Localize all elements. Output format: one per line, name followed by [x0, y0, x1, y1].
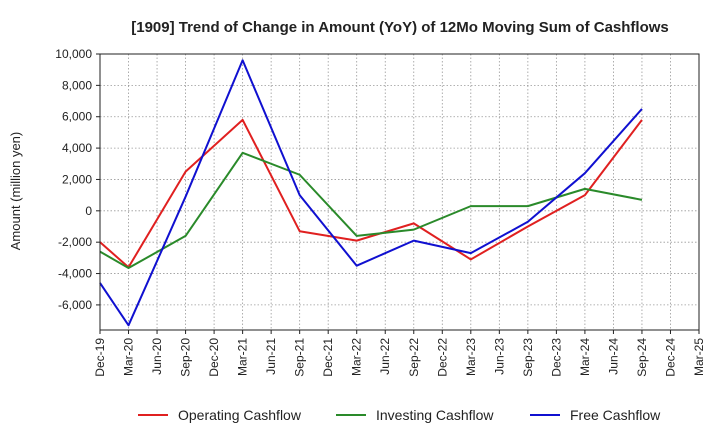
series-lines — [99, 59, 643, 327]
x-axis-ticks: Dec-19 Mar-20 Jun-20 Sep-20 Dec-20 Mar-21 Jun-… — [93, 330, 706, 377]
y-axis-ticks: 10,000 8,000 6,000 4,000 2,000 0 -2,000 -4,000 -… — [55, 47, 100, 312]
legend-label-free-cashflow: Free Cashflow — [570, 407, 661, 423]
y-tick-label: 2,000 — [62, 172, 92, 186]
plot-area-frame — [99, 53, 700, 331]
y-tick-label: 8,000 — [62, 78, 92, 92]
y-tick-label: 0 — [85, 204, 92, 218]
x-tick-label: Sep-24 — [635, 338, 649, 377]
x-tick-label: Jun-21 — [264, 338, 278, 375]
y-tick-label: 4,000 — [62, 141, 92, 155]
x-tick-label: Mar-20 — [122, 338, 136, 376]
y-tick-label: -4,000 — [58, 267, 92, 281]
series-line-investing-cashflow — [99, 151, 643, 270]
series-line-free-cashflow — [99, 59, 643, 327]
x-tick-label: Dec-20 — [207, 338, 221, 377]
x-tick-label: Dec-22 — [435, 338, 449, 377]
x-tick-label: Dec-23 — [549, 338, 563, 377]
y-axis-label: Amount (million yen) — [8, 132, 23, 251]
legend-label-investing-cashflow: Investing Cashflow — [376, 407, 494, 423]
legend-label-operating-cashflow: Operating Cashflow — [178, 407, 302, 423]
x-tick-label: Jun-20 — [150, 338, 164, 375]
x-tick-label: Sep-22 — [407, 338, 421, 377]
x-tick-label: Mar-23 — [464, 338, 478, 376]
x-tick-label: Sep-21 — [293, 338, 307, 377]
y-tick-label: 6,000 — [62, 110, 92, 124]
series-line-operating-cashflow — [99, 118, 643, 269]
legend: Operating Cashflow Investing Cashflow Free… — [138, 407, 661, 423]
x-tick-label: Dec-24 — [663, 338, 677, 377]
x-tick-label: Dec-19 — [93, 338, 107, 377]
x-tick-label: Mar-25 — [692, 338, 706, 376]
x-tick-label: Mar-22 — [350, 338, 364, 376]
y-tick-label: -6,000 — [58, 298, 92, 312]
chart-title: [1909] Trend of Change in Amount (YoY) o… — [131, 19, 669, 36]
y-tick-label: 10,000 — [55, 47, 92, 61]
x-tick-label: Sep-20 — [179, 338, 193, 377]
x-tick-label: Jun-23 — [492, 338, 506, 375]
x-tick-label: Dec-21 — [321, 338, 335, 377]
x-tick-label: Jun-24 — [606, 338, 620, 375]
grid — [99, 53, 700, 330]
x-tick-label: Jun-22 — [378, 338, 392, 375]
y-tick-label: -2,000 — [58, 235, 92, 249]
x-tick-label: Sep-23 — [521, 338, 535, 377]
x-tick-label: Mar-21 — [236, 338, 250, 376]
x-tick-label: Mar-24 — [578, 338, 592, 376]
